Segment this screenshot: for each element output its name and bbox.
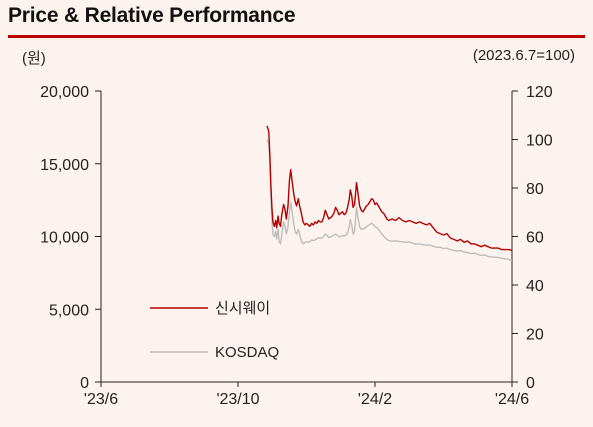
series-line-price	[266, 125, 513, 251]
left-axis-tick-label: 0	[80, 375, 89, 392]
right-axis-tick-label: 120	[526, 84, 553, 101]
right-axis-unit-label: (2023.6.7=100)	[472, 47, 575, 64]
x-axis-tick-label: '24/6	[495, 391, 529, 408]
right-axis-tick-label: 80	[526, 181, 544, 198]
left-axis-unit-label: (원)	[22, 50, 46, 67]
x-axis-tick-label: '23/10	[216, 391, 259, 408]
chart-axes: 0 5,000 10,000 15,000 20,000 0 20 40 60 80 100 120 '…	[40, 84, 553, 408]
x-axis-tick-label: '23/6	[84, 391, 118, 408]
right-axis-tick-label: 0	[526, 375, 535, 392]
right-axis-tick-label: 40	[526, 278, 544, 295]
x-axis-tick-label: '24/2	[358, 391, 392, 408]
chart-title: Price & Relative Performance	[8, 4, 296, 27]
right-axis-tick-label: 60	[526, 230, 544, 247]
chart-legend: 신시웨이 KOSDAQ	[150, 300, 279, 361]
series-line-kosdaq	[266, 139, 513, 262]
left-axis-tick-label: 15,000	[40, 157, 89, 174]
left-axis-tick-label: 20,000	[40, 84, 89, 101]
right-axis-tick-label: 20	[526, 327, 544, 344]
legend-label: 신시웨이	[215, 300, 270, 317]
legend-label: KOSDAQ	[215, 344, 279, 361]
title-underline	[8, 35, 585, 38]
left-axis-tick-label: 5,000	[49, 302, 89, 319]
right-axis-tick-label: 100	[526, 133, 553, 150]
chart-series	[266, 125, 513, 262]
left-axis-tick-label: 10,000	[40, 230, 89, 247]
